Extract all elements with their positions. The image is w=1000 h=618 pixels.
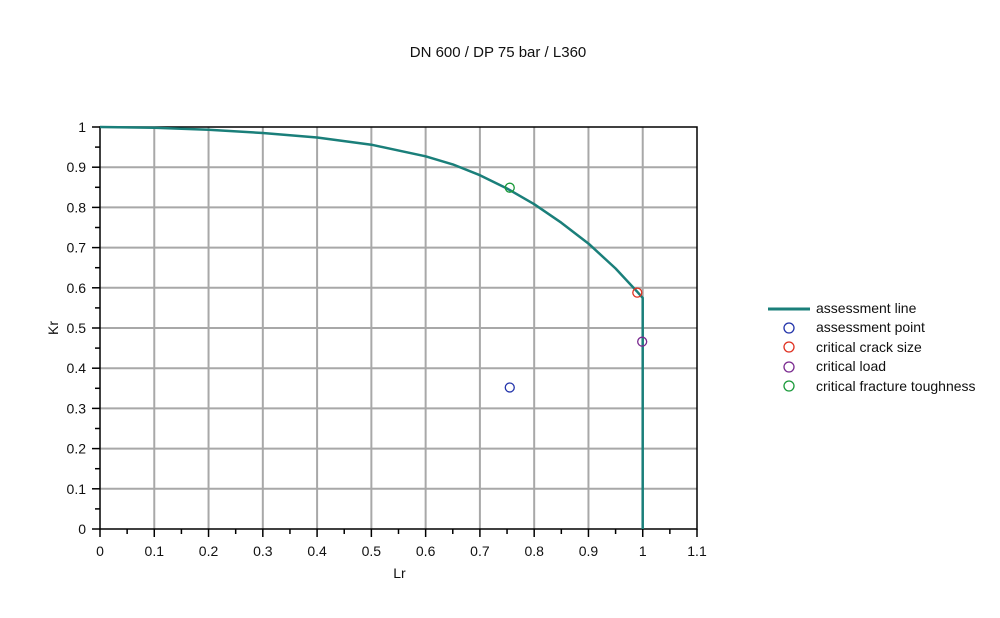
legend-label: critical crack size (816, 338, 922, 355)
x-axis-label: Lr (393, 565, 406, 581)
chart-title: DN 600 / DP 75 bar / L360 (409, 44, 587, 61)
legend-item: critical crack size (768, 337, 976, 357)
legend-key (768, 376, 810, 395)
legend-label: assessment line (816, 299, 917, 316)
x-tick-label-8: 0.8 (524, 543, 544, 559)
legend: assessment line assessment point critical … (768, 298, 976, 396)
x-tick-label-3: 0.3 (253, 543, 273, 559)
x-tick-label-6: 0.6 (416, 543, 436, 559)
point-assessment-point (504, 382, 515, 393)
legend-key (768, 318, 810, 337)
legend-label: assessment point (816, 319, 925, 336)
y-tick-label-6: 0.6 (67, 280, 87, 296)
point-critical-fracture-toughness (504, 182, 515, 193)
y-tick-label-7: 0.7 (67, 240, 87, 256)
x-tick-label-2: 0.2 (199, 543, 219, 559)
y-tick-label-5: 0.5 (67, 320, 87, 336)
y-tick-label-10: 1 (78, 119, 86, 135)
legend-key (768, 298, 810, 317)
legend-item: critical fracture toughness (768, 376, 976, 396)
legend-item: assessment line (768, 298, 976, 318)
point-critical-crack-size (632, 287, 643, 298)
x-tick-label-4: 0.4 (307, 543, 327, 559)
y-tick-label-3: 0.3 (67, 400, 87, 416)
x-tick-label-9: 0.9 (579, 543, 599, 559)
y-tick-label-9: 0.9 (67, 159, 87, 175)
legend-item: assessment point (768, 318, 976, 338)
x-tick-label-7: 0.7 (470, 543, 490, 559)
y-tick-label-8: 0.8 (67, 199, 87, 215)
x-tick-label-5: 0.5 (362, 543, 382, 559)
series-assessment-line (99, 125, 644, 529)
y-axis-label: Kr (45, 321, 61, 335)
legend-label: critical load (816, 358, 887, 375)
x-tick-label-11: 1.1 (687, 543, 707, 559)
y-tick-label-0: 0 (78, 521, 86, 537)
legend-key (768, 357, 810, 376)
point-critical-load (637, 336, 648, 347)
legend-label: critical fracture toughness (816, 377, 976, 394)
x-tick-label-1: 0.1 (145, 543, 165, 559)
y-tick-label-2: 0.2 (67, 441, 87, 457)
x-tick-label-0: 0 (96, 543, 104, 559)
legend-key (768, 337, 810, 356)
y-tick-label-4: 0.4 (67, 360, 87, 376)
legend-item: critical load (768, 357, 976, 377)
y-tick-label-1: 0.1 (67, 481, 87, 497)
x-tick-label-10: 1 (639, 543, 647, 559)
